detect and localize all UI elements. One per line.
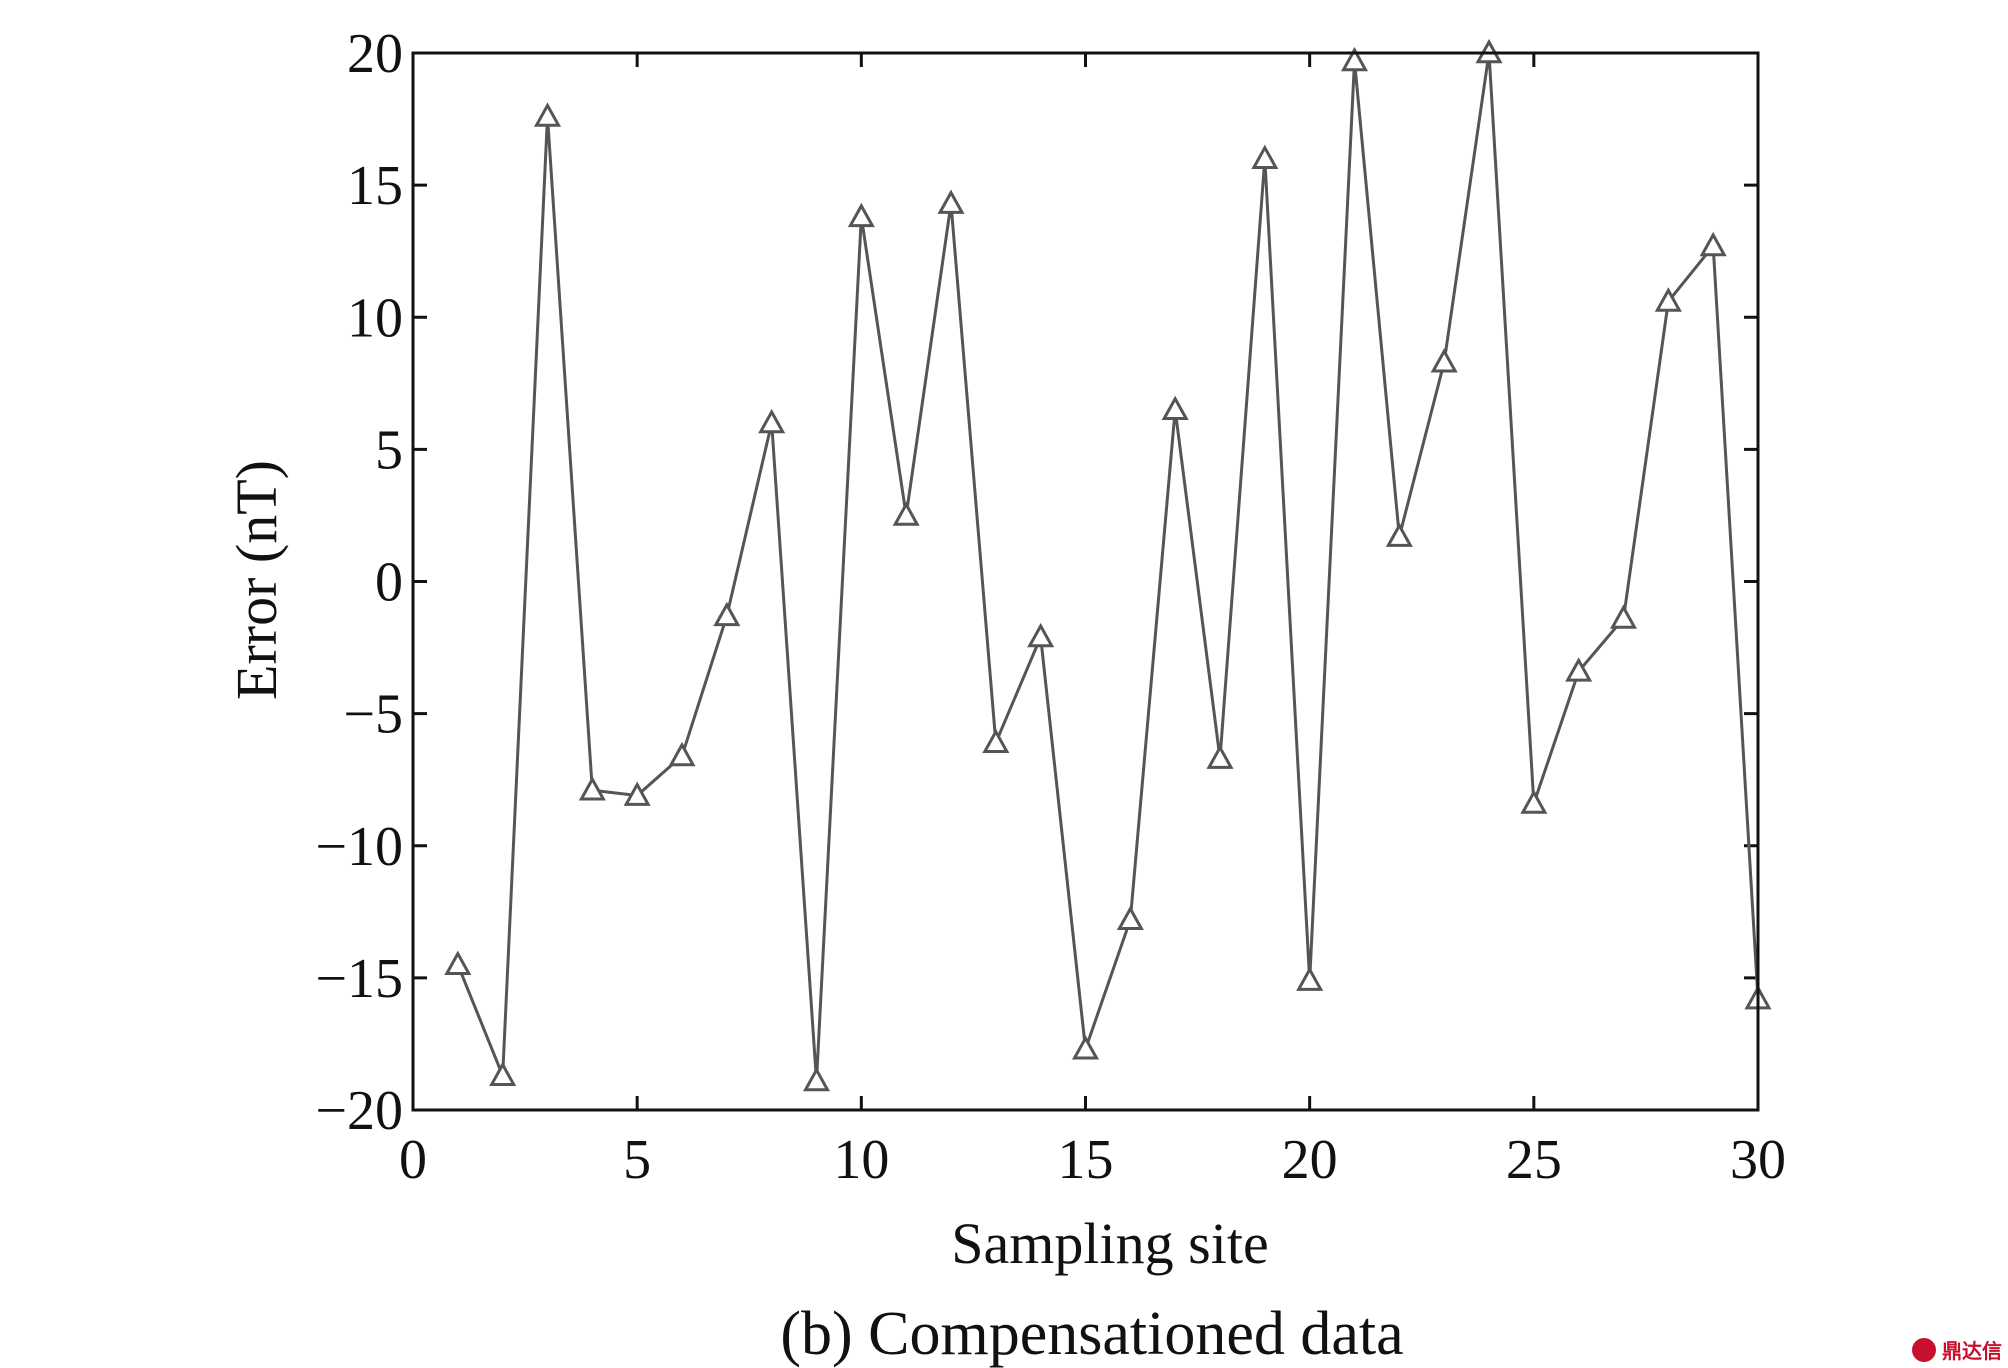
data-point-6: [668, 741, 696, 767]
x-tick-label: 30: [1730, 1129, 1786, 1191]
x-tick-label: 5: [623, 1129, 651, 1191]
y-tick-label: 10: [347, 287, 403, 349]
data-point-19: [1251, 144, 1279, 169]
data-point-12: [937, 189, 965, 214]
watermark-text: 鼎达信: [1942, 1339, 2002, 1363]
data-point-21: [1340, 46, 1369, 72]
x-tick-label: 0: [399, 1129, 427, 1191]
y-tick-label: 5: [375, 419, 403, 481]
y-tick-label: 20: [347, 23, 403, 85]
data-point-28: [1654, 287, 1682, 312]
data-point-14: [1027, 622, 1055, 648]
y-tick-labels: −20 −15 −10 −5 0 5 10 15 20: [315, 23, 403, 1142]
x-tick-labels: 0 5 10 15 20 25 30: [399, 1129, 1786, 1191]
data-point-8: [758, 408, 786, 434]
data-point-11: [892, 501, 920, 526]
series-markers: [444, 38, 1772, 1092]
y-tick-label: −5: [343, 684, 403, 746]
data-point-20: [1296, 966, 1324, 991]
data-point-23: [1430, 348, 1458, 373]
x-axis-label: Sampling site: [951, 1211, 1268, 1276]
plot-frame: [411, 51, 1760, 1112]
data-point-10: [847, 202, 875, 228]
data-point-18: [1206, 744, 1234, 769]
data-point-1: [444, 950, 472, 975]
data-point-5: [623, 781, 651, 806]
data-point-27: [1609, 604, 1638, 629]
y-tick-label: −15: [315, 948, 403, 1010]
x-tick-label: 20: [1282, 1129, 1338, 1191]
ticks-layer: [411, 51, 1760, 1112]
y-tick-label: 0: [375, 552, 403, 614]
x-tick-label: 25: [1506, 1129, 1562, 1191]
data-point-22: [1385, 522, 1413, 547]
data-point-15: [1071, 1035, 1100, 1060]
data-point-25: [1520, 789, 1548, 814]
data-point-7: [713, 601, 741, 627]
figure-caption: (b) Compensationed data: [780, 1300, 1403, 1368]
data-point-17: [1161, 395, 1189, 421]
watermark-logo: 鼎达信: [1912, 1338, 2002, 1363]
data-point-16: [1116, 905, 1144, 931]
data-point-4: [578, 776, 606, 801]
y-tick-label: −10: [315, 816, 403, 878]
y-axis-label: Error (nT): [224, 460, 289, 700]
data-point-9: [802, 1066, 831, 1092]
data-point-13: [982, 728, 1010, 753]
x-tick-label: 15: [1058, 1129, 1114, 1191]
data-point-29: [1699, 231, 1727, 257]
y-tick-label: 15: [347, 155, 403, 217]
series-line: [456, 52, 1760, 1082]
x-tick-label: 10: [833, 1129, 889, 1191]
data-point-26: [1565, 657, 1593, 682]
y-tick-label: −20: [315, 1080, 403, 1142]
data-point-3: [533, 102, 562, 127]
data-point-2: [489, 1061, 517, 1086]
